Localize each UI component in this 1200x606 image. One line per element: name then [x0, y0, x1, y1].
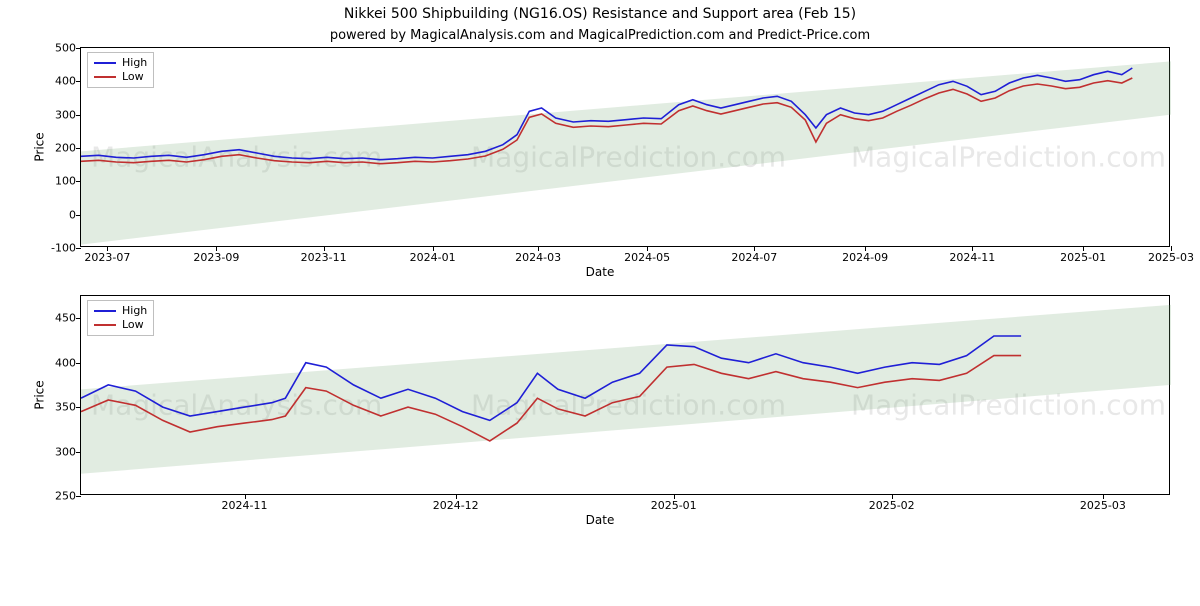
support-resistance-band — [81, 305, 1171, 474]
chart-2-legend: High Low — [87, 300, 154, 336]
legend-row-high: High — [94, 56, 147, 70]
chart-svg — [81, 296, 1171, 496]
legend-swatch-low — [94, 76, 116, 78]
legend-row-low: Low — [94, 318, 147, 332]
ytick-label: 450 — [36, 312, 76, 325]
ytick-label: 300 — [36, 445, 76, 458]
xtick-label: 2024-11 — [222, 499, 268, 512]
chart-title: Nikkei 500 Shipbuilding (NG16.OS) Resist… — [0, 6, 1200, 22]
xtick-label: 2023-07 — [84, 251, 130, 264]
xtick-label: 2025-01 — [651, 499, 697, 512]
legend-row-low: Low — [94, 70, 147, 84]
chart-subtitle: powered by MagicalAnalysis.com and Magic… — [0, 28, 1200, 43]
legend-label-high: High — [122, 304, 147, 318]
legend-row-high: High — [94, 304, 147, 318]
chart-1-xlabel: Date — [0, 265, 1200, 279]
chart-1-legend: High Low — [87, 52, 154, 88]
ytick-label: 200 — [36, 142, 76, 155]
support-resistance-band — [81, 61, 1171, 244]
chart-2-container: Price High Low MagicalAnalysis.com Magic… — [80, 295, 1170, 495]
legend-swatch-low — [94, 324, 116, 326]
ytick-label: -100 — [36, 242, 76, 255]
xtick-label: 2024-05 — [624, 251, 670, 264]
legend-label-low: Low — [122, 70, 144, 84]
xtick-label: 2024-09 — [842, 251, 888, 264]
chart-2-xlabel: Date — [0, 513, 1200, 527]
xtick-label: 2024-11 — [949, 251, 995, 264]
legend-label-high: High — [122, 56, 147, 70]
legend-swatch-high — [94, 62, 116, 64]
xtick-label: 2023-09 — [193, 251, 239, 264]
ytick-label: 400 — [36, 356, 76, 369]
ytick-label: 400 — [36, 75, 76, 88]
xtick-label: 2025-02 — [869, 499, 915, 512]
chart-1-container: Price High Low MagicalAnalysis.com Magic… — [80, 47, 1170, 247]
ytick-label: 350 — [36, 401, 76, 414]
ytick-label: 300 — [36, 108, 76, 121]
xtick-label: 2023-11 — [301, 251, 347, 264]
xtick-label: 2024-12 — [433, 499, 479, 512]
ytick-label: 0 — [36, 208, 76, 221]
xtick-label: 2025-03 — [1080, 499, 1126, 512]
xtick-label: 2025-03 — [1148, 251, 1194, 264]
ytick-label: 250 — [36, 490, 76, 503]
xtick-label: 2024-03 — [515, 251, 561, 264]
chart-1-plot-area: High Low MagicalAnalysis.com MagicalPred… — [80, 47, 1170, 247]
chart-2-plot-area: High Low MagicalAnalysis.com MagicalPred… — [80, 295, 1170, 495]
xtick-label: 2024-01 — [410, 251, 456, 264]
legend-swatch-high — [94, 310, 116, 312]
ytick-label: 500 — [36, 42, 76, 55]
xtick-label: 2024-07 — [731, 251, 777, 264]
legend-label-low: Low — [122, 318, 144, 332]
xtick-label: 2025-01 — [1060, 251, 1106, 264]
ytick-label: 100 — [36, 175, 76, 188]
chart-svg — [81, 48, 1171, 248]
